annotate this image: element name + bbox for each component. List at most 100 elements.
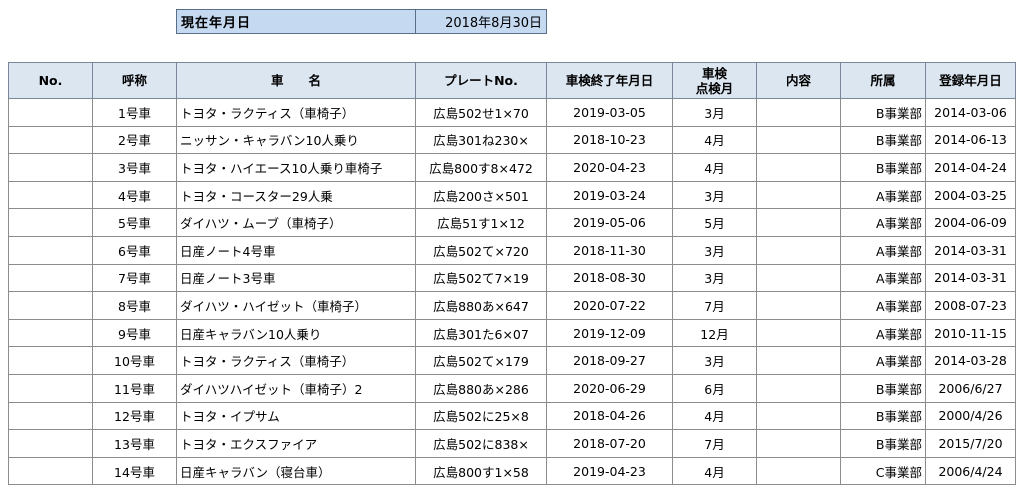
header-callsign[interactable]: 呼称 (92, 62, 177, 99)
cell-department[interactable]: B事業部 (840, 373, 926, 403)
cell-content[interactable] (756, 125, 841, 155)
cell-inspection-month[interactable]: 4月 (672, 401, 757, 431)
cell-callsign[interactable]: 2号車 (92, 125, 177, 155)
cell-no[interactable] (8, 263, 93, 293)
cell-callsign[interactable]: 9号車 (92, 318, 177, 348)
cell-no[interactable] (8, 208, 93, 237)
cell-plate[interactable]: 広島800す1×58 (415, 456, 547, 486)
cell-plate[interactable]: 広島880あ×647 (415, 291, 547, 320)
cell-callsign[interactable]: 14号車 (92, 456, 177, 486)
cell-inspection-month[interactable]: 3月 (672, 180, 757, 210)
cell-inspection-end[interactable]: 2019-03-05 (546, 98, 673, 127)
header-content[interactable]: 内容 (756, 62, 841, 99)
cell-inspection-month[interactable]: 3月 (672, 263, 757, 293)
cell-registered[interactable]: 2014-03-28 (925, 346, 1016, 375)
header-department[interactable]: 所属 (840, 62, 926, 99)
cell-content[interactable] (756, 456, 841, 486)
cell-registered[interactable]: 2004-06-09 (925, 208, 1016, 237)
cell-plate[interactable]: 広島502に25×8 (415, 401, 547, 431)
cell-content[interactable] (756, 429, 841, 458)
cell-plate[interactable]: 広島200さ×501 (415, 180, 547, 210)
cell-no[interactable] (8, 373, 93, 403)
cell-content[interactable] (756, 208, 841, 237)
header-registered[interactable]: 登録年月日 (925, 62, 1016, 99)
cell-no[interactable] (8, 429, 93, 458)
cell-vehicle-name[interactable]: ダイハツ・ハイゼット（車椅子） (176, 291, 416, 320)
cell-department[interactable]: B事業部 (840, 98, 926, 127)
cell-no[interactable] (8, 318, 93, 348)
cell-department[interactable]: C事業部 (840, 456, 926, 486)
header-vehicle-name[interactable]: 車 名 (176, 62, 416, 99)
cell-inspection-month[interactable]: 4月 (672, 125, 757, 155)
cell-department[interactable]: A事業部 (840, 235, 926, 265)
cell-department[interactable]: A事業部 (840, 180, 926, 210)
cell-vehicle-name[interactable]: トヨタ・コースター29人乗 (176, 180, 416, 210)
cell-inspection-end[interactable]: 2020-06-29 (546, 373, 673, 403)
cell-inspection-end[interactable]: 2018-09-27 (546, 346, 673, 375)
cell-department[interactable]: A事業部 (840, 291, 926, 320)
cell-inspection-end[interactable]: 2019-05-06 (546, 208, 673, 237)
cell-no[interactable] (8, 235, 93, 265)
cell-callsign[interactable]: 1号車 (92, 98, 177, 127)
cell-inspection-end[interactable]: 2018-07-20 (546, 429, 673, 458)
cell-inspection-end[interactable]: 2019-12-09 (546, 318, 673, 348)
cell-inspection-month[interactable]: 3月 (672, 346, 757, 375)
cell-department[interactable]: A事業部 (840, 346, 926, 375)
cell-plate[interactable]: 広島800す8×472 (415, 153, 547, 182)
cell-plate[interactable]: 広島301ね230× (415, 125, 547, 155)
cell-vehicle-name[interactable]: トヨタ・イプサム (176, 401, 416, 431)
cell-content[interactable] (756, 346, 841, 375)
cell-vehicle-name[interactable]: ダイハツハイゼット（車椅子）2 (176, 373, 416, 403)
cell-inspection-month[interactable]: 3月 (672, 235, 757, 265)
cell-registered[interactable]: 2014-03-31 (925, 235, 1016, 265)
cell-no[interactable] (8, 98, 93, 127)
cell-department[interactable]: B事業部 (840, 153, 926, 182)
cell-plate[interactable]: 広島51す1×12 (415, 208, 547, 237)
cell-vehicle-name[interactable]: 日産キャラバン10人乗り (176, 318, 416, 348)
cell-inspection-end[interactable]: 2020-04-23 (546, 153, 673, 182)
cell-department[interactable]: A事業部 (840, 263, 926, 293)
cell-vehicle-name[interactable]: ニッサン・キャラバン10人乗り (176, 125, 416, 155)
cell-callsign[interactable]: 4号車 (92, 180, 177, 210)
cell-inspection-month[interactable]: 4月 (672, 456, 757, 486)
cell-inspection-month[interactable]: 3月 (672, 98, 757, 127)
cell-vehicle-name[interactable]: トヨタ・エクスファイア (176, 429, 416, 458)
cell-plate[interactable]: 広島502て×179 (415, 346, 547, 375)
cell-callsign[interactable]: 6号車 (92, 235, 177, 265)
cell-inspection-end[interactable]: 2018-04-26 (546, 401, 673, 431)
cell-callsign[interactable]: 8号車 (92, 291, 177, 320)
header-no[interactable]: No. (8, 62, 93, 99)
cell-no[interactable] (8, 346, 93, 375)
cell-inspection-month[interactable]: 12月 (672, 318, 757, 348)
current-date-label[interactable]: 現在年月日 (177, 10, 416, 33)
cell-no[interactable] (8, 153, 93, 182)
cell-inspection-month[interactable]: 7月 (672, 291, 757, 320)
cell-inspection-end[interactable]: 2018-10-23 (546, 125, 673, 155)
cell-vehicle-name[interactable]: ダイハツ・ムーブ（車椅子） (176, 208, 416, 237)
cell-inspection-month[interactable]: 6月 (672, 373, 757, 403)
cell-inspection-month[interactable]: 7月 (672, 429, 757, 458)
cell-callsign[interactable]: 12号車 (92, 401, 177, 431)
cell-inspection-end[interactable]: 2019-04-23 (546, 456, 673, 486)
cell-registered[interactable]: 2014-04-24 (925, 153, 1016, 182)
cell-callsign[interactable]: 13号車 (92, 429, 177, 458)
cell-content[interactable] (756, 153, 841, 182)
current-date-value[interactable]: 2018年8月30日 (445, 16, 542, 31)
cell-inspection-end[interactable]: 2020-07-22 (546, 291, 673, 320)
header-inspection-month[interactable]: 車検 点検月 (672, 62, 757, 99)
cell-inspection-month[interactable]: 4月 (672, 153, 757, 182)
cell-vehicle-name[interactable]: トヨタ・ラクティス（車椅子） (176, 98, 416, 127)
cell-inspection-end[interactable]: 2019-03-24 (546, 180, 673, 210)
cell-no[interactable] (8, 180, 93, 210)
cell-registered[interactable]: 2014-03-31 (925, 263, 1016, 293)
cell-plate[interactable]: 広島502に838× (415, 429, 547, 458)
cell-vehicle-name[interactable]: 日産ノート4号車 (176, 235, 416, 265)
cell-plate[interactable]: 広島502せ1×70 (415, 98, 547, 127)
cell-no[interactable] (8, 401, 93, 431)
cell-department[interactable]: B事業部 (840, 401, 926, 431)
cell-vehicle-name[interactable]: 日産キャラバン（寝台車） (176, 456, 416, 486)
cell-plate[interactable]: 広島880あ×286 (415, 373, 547, 403)
cell-registered[interactable]: 2015/7/20 (925, 429, 1016, 458)
cell-content[interactable] (756, 180, 841, 210)
cell-department[interactable]: B事業部 (840, 125, 926, 155)
